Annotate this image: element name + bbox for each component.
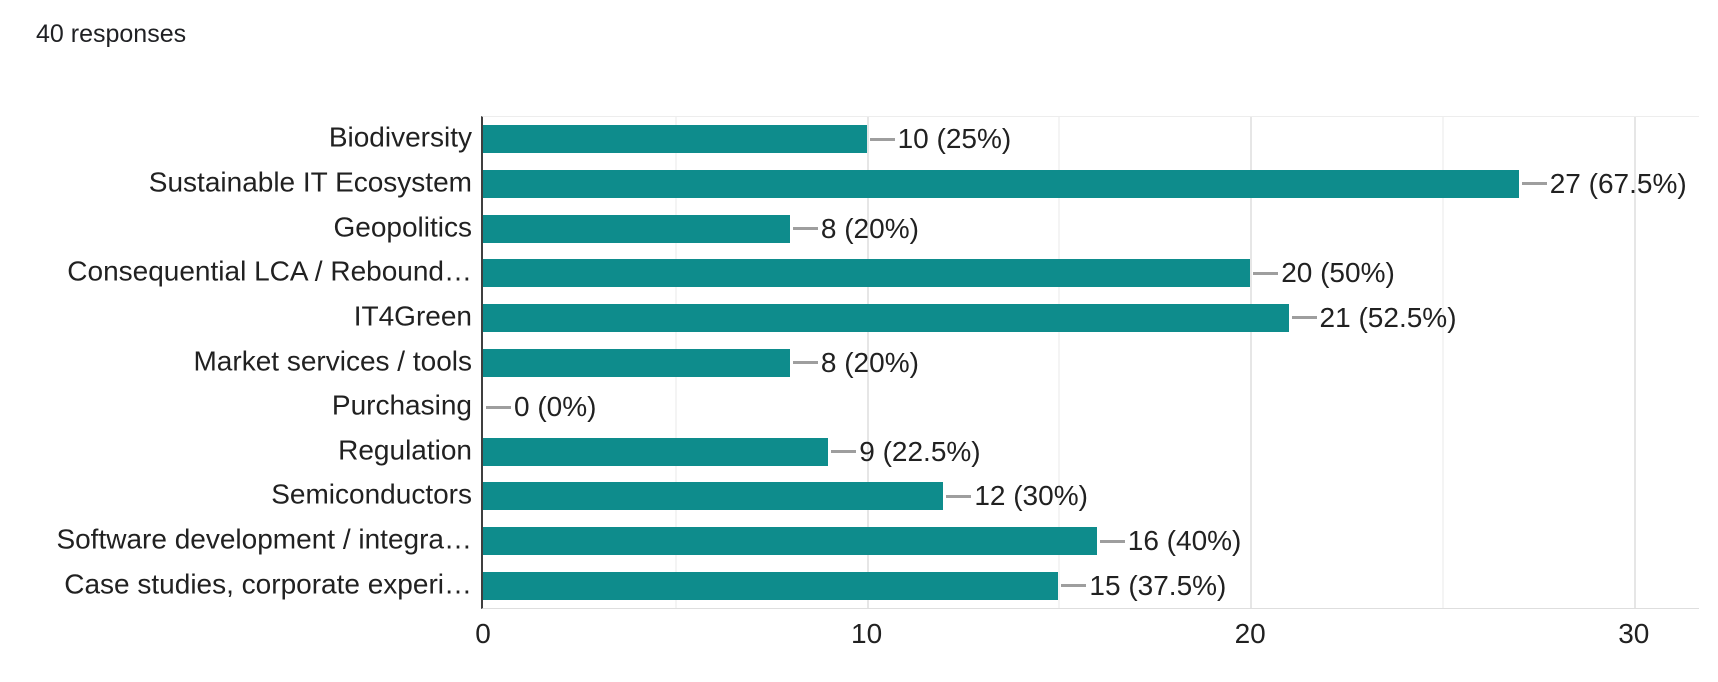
bar-callout-line [1253, 271, 1279, 275]
category-label: Case studies, corporate experi… [64, 568, 472, 600]
bar[interactable] [483, 527, 1097, 556]
category-label: Biodiversity [328, 121, 472, 153]
bar-value-label: 12 (30%) [974, 480, 1088, 512]
bar-value-label: 0 (0%) [514, 391, 597, 423]
bar-value-label: 21 (52.5%) [1319, 301, 1457, 333]
bar[interactable] [483, 125, 867, 154]
bar-callout-line [792, 361, 818, 364]
bar[interactable] [483, 214, 790, 243]
bar-callout-line [831, 450, 857, 454]
gridline-major [1633, 117, 1636, 608]
bar[interactable] [483, 482, 944, 511]
bar-value-label: 27 (67.5%) [1549, 167, 1687, 199]
category-label: Sustainable IT Ecosystem [148, 166, 472, 198]
bar[interactable] [483, 571, 1059, 600]
category-label: Software development / integra… [56, 523, 472, 555]
category-label: IT4Green [353, 300, 472, 332]
category-label: Purchasing [331, 389, 472, 421]
x-tick-label: 0 [475, 618, 491, 649]
category-label: Regulation [338, 434, 472, 466]
bar[interactable] [483, 437, 829, 466]
gridline-minor [1441, 117, 1444, 608]
x-axis-ticks: 0 10 20 30 [475, 618, 1699, 654]
gridline-major [866, 117, 869, 608]
bar-value-label: 8 (20%) [820, 346, 919, 378]
category-axis: Biodiversity Sustainable IT Ecosystem Geop… [0, 116, 472, 607]
bar-callout-line [1061, 584, 1087, 588]
category-label: Market services / tools [193, 345, 472, 377]
gridline-minor [1058, 117, 1061, 608]
bar-callout-line [1099, 539, 1125, 543]
bar[interactable] [483, 303, 1289, 332]
bar-callout-line [1521, 182, 1547, 186]
bar-callout-line [869, 137, 895, 141]
bar-callout-line [486, 405, 511, 409]
bar-value-label: 9 (22.5%) [859, 435, 981, 467]
bar-value-label: 8 (20%) [820, 212, 919, 244]
bar[interactable] [483, 348, 790, 377]
x-tick-label: 30 [1618, 618, 1650, 649]
gridline-major [1250, 117, 1253, 608]
bar[interactable] [483, 169, 1519, 198]
plot-area: 10 (25%) 27 (67.5%) 8 (20%) 20 (50%) 21 (52.… [481, 116, 1699, 609]
bar-callout-line [792, 227, 818, 231]
bar[interactable] [483, 259, 1251, 288]
bar-value-label: 15 (37.5%) [1089, 569, 1227, 601]
category-label: Semiconductors [271, 479, 472, 511]
bar-callout-line [946, 494, 972, 498]
responses-count: 40 responses [36, 20, 187, 48]
category-label: Geopolitics [333, 211, 472, 243]
bar-value-label: 20 (50%) [1281, 257, 1395, 289]
category-label: Consequential LCA / Rebound… [67, 255, 472, 287]
bar-value-label: 16 (40%) [1127, 525, 1242, 557]
x-tick-label: 10 [851, 618, 883, 649]
bar-value-label: 10 (25%) [897, 123, 1012, 155]
bar-callout-line [1291, 316, 1317, 320]
x-tick-label: 20 [1234, 618, 1266, 649]
